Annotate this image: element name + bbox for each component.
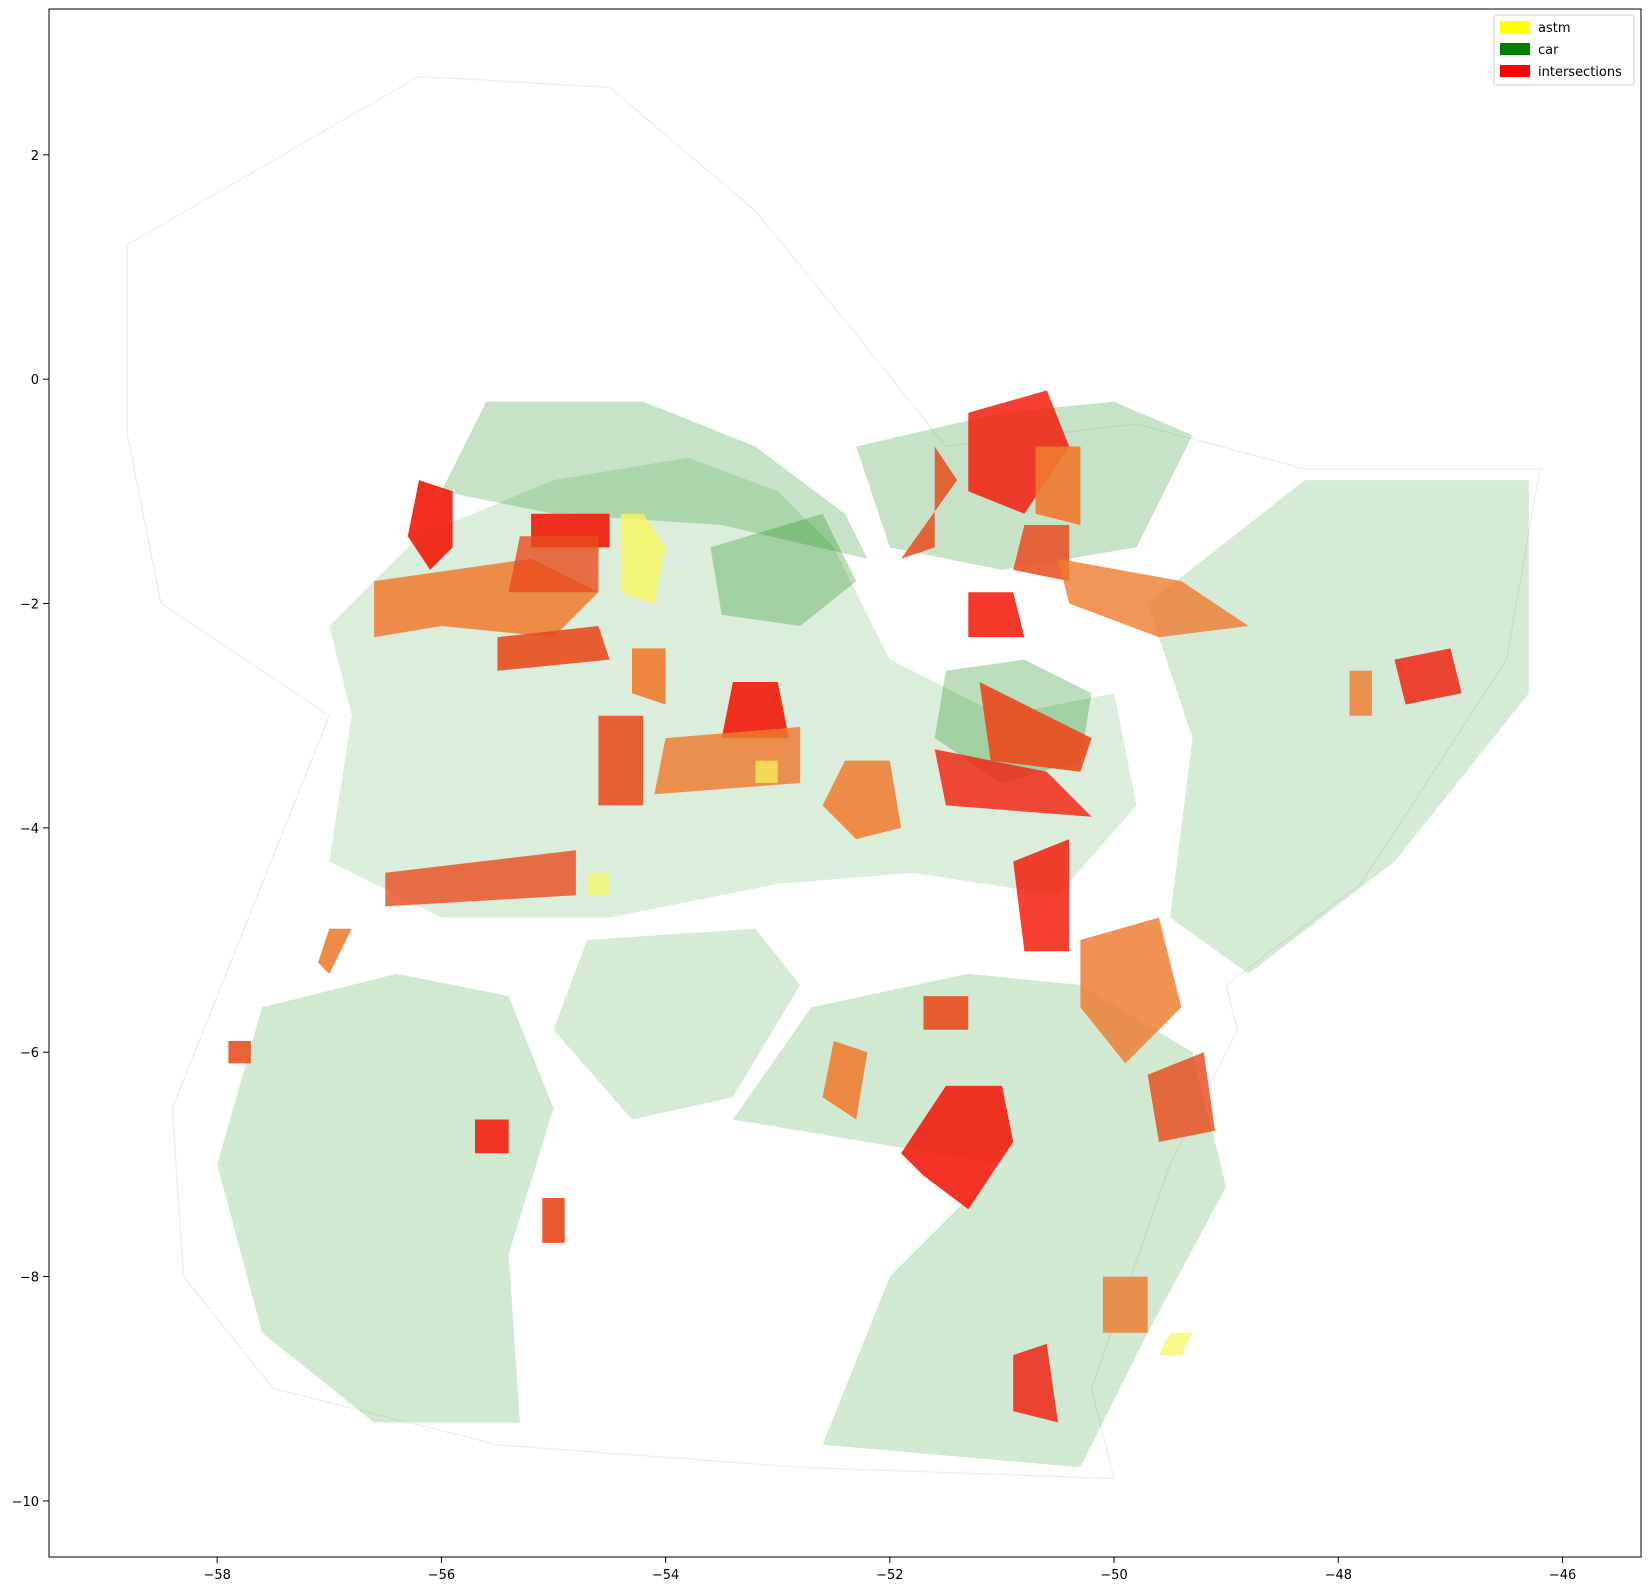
car-region-2 bbox=[441, 401, 868, 559]
intersection-region-21 bbox=[1147, 1052, 1215, 1142]
x-tick-label: −58 bbox=[203, 1568, 230, 1583]
x-tick-label: −52 bbox=[876, 1568, 903, 1583]
intersection-region-33 bbox=[508, 536, 599, 593]
car-region-7 bbox=[217, 973, 554, 1423]
y-tick-label: −10 bbox=[12, 1495, 39, 1510]
intersection-region-24 bbox=[923, 996, 969, 1030]
intersection-region-3 bbox=[497, 626, 610, 671]
y-tick-label: −6 bbox=[20, 1046, 39, 1061]
legend-swatch-car bbox=[1500, 43, 1530, 55]
astm-layer bbox=[587, 513, 1193, 1356]
intersection-region-6 bbox=[901, 446, 958, 559]
intersection-region-1 bbox=[407, 480, 453, 570]
intersection-region-18 bbox=[385, 850, 576, 907]
x-axis: −58 −56 −54 −52 −50 −48 −46 bbox=[203, 1557, 1576, 1583]
intersection-region-32 bbox=[1349, 670, 1372, 716]
intersection-region-15 bbox=[979, 682, 1092, 772]
intersection-region-20 bbox=[1080, 917, 1182, 1064]
y-tick-label: 2 bbox=[31, 149, 39, 164]
intersection-region-19 bbox=[1013, 839, 1070, 952]
plot-area bbox=[126, 75, 1541, 1480]
intersections-layer bbox=[228, 390, 1462, 1423]
intersection-region-31 bbox=[1394, 648, 1462, 705]
legend-label-intersections: intersections bbox=[1538, 65, 1622, 80]
astm-region-3 bbox=[755, 760, 778, 783]
intersection-region-29 bbox=[318, 928, 352, 974]
x-tick-label: −50 bbox=[1100, 1568, 1127, 1583]
astm-region-2 bbox=[587, 872, 610, 896]
car-region-4 bbox=[1147, 480, 1529, 974]
astm-region-1 bbox=[620, 513, 666, 604]
legend-label-astm: astm bbox=[1538, 21, 1571, 36]
intersection-region-12 bbox=[598, 715, 644, 806]
intersection-region-25 bbox=[1013, 1343, 1058, 1423]
plot-frame bbox=[48, 8, 1642, 1558]
intersection-region-9 bbox=[1013, 525, 1070, 582]
intersection-region-8 bbox=[1035, 446, 1081, 525]
legend-label-car: car bbox=[1538, 43, 1559, 58]
car-region-9 bbox=[710, 513, 857, 626]
legend-swatch-astm bbox=[1500, 21, 1530, 33]
y-tick-label: −2 bbox=[20, 598, 39, 613]
intersection-region-11 bbox=[1058, 558, 1249, 638]
y-axis: 2 0 −2 −4 −6 −8 −10 bbox=[12, 149, 49, 1510]
intersection-region-13 bbox=[721, 682, 789, 739]
x-tick-label: −54 bbox=[652, 1568, 679, 1583]
x-tick-label: −56 bbox=[428, 1568, 455, 1583]
intersection-region-22 bbox=[901, 1085, 1014, 1210]
legend: astm car intersections bbox=[1493, 14, 1635, 86]
intersection-region-5 bbox=[632, 648, 666, 705]
y-tick-label: 0 bbox=[31, 373, 39, 388]
intersection-region-27 bbox=[542, 1198, 565, 1243]
intersection-region-16 bbox=[934, 749, 1092, 817]
intersection-region-23 bbox=[822, 1041, 868, 1120]
intersection-region-28 bbox=[475, 1119, 509, 1154]
car-region-6 bbox=[553, 928, 801, 1120]
astm-region-4 bbox=[1158, 1332, 1193, 1356]
x-tick-label: −46 bbox=[1549, 1568, 1576, 1583]
intersection-region-30 bbox=[228, 1041, 251, 1064]
y-tick-label: −4 bbox=[20, 822, 39, 837]
intersection-region-17 bbox=[822, 760, 902, 840]
intersection-region-10 bbox=[968, 592, 1025, 638]
x-tick-label: −48 bbox=[1325, 1568, 1352, 1583]
car-region-5 bbox=[732, 973, 1227, 1468]
car-layer bbox=[217, 401, 1529, 1468]
intersection-region-26 bbox=[1102, 1276, 1148, 1333]
y-tick-label: −8 bbox=[20, 1271, 39, 1286]
legend-swatch-intersections bbox=[1500, 65, 1530, 77]
